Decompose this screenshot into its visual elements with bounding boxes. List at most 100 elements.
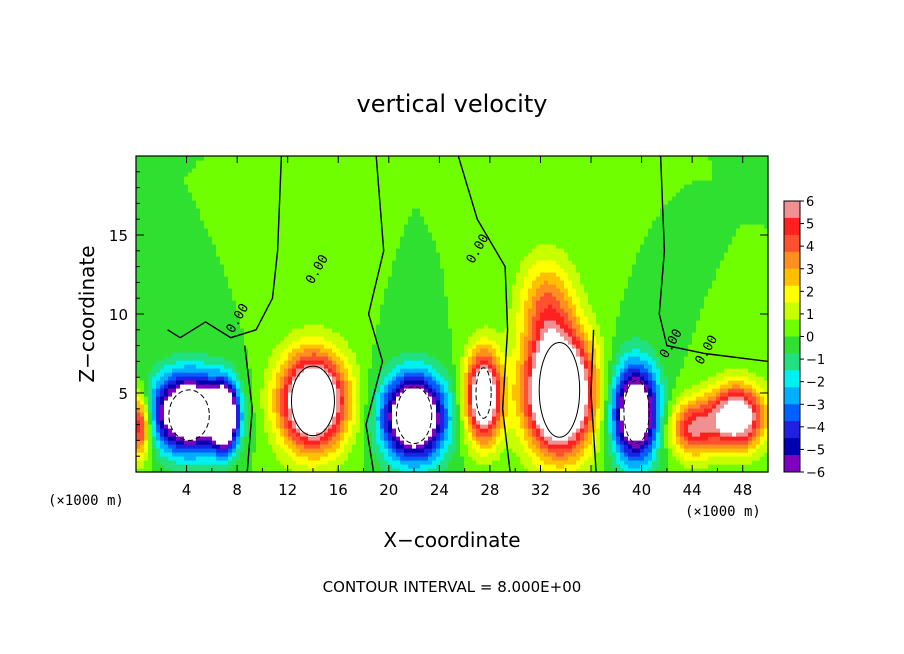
heatmap-cell: [384, 176, 389, 181]
heatmap-cell: [304, 268, 309, 273]
heatmap-cell: [340, 176, 345, 181]
heatmap-cell: [156, 256, 161, 261]
heatmap-cell: [316, 172, 321, 177]
heatmap-cell: [312, 308, 317, 313]
heatmap-cell: [268, 236, 273, 241]
heatmap-cell: [164, 460, 169, 465]
heatmap-cell: [376, 360, 381, 365]
heatmap-cell: [248, 312, 253, 317]
heatmap-cell: [352, 164, 357, 169]
heatmap-cell: [288, 368, 293, 373]
heatmap-cell: [264, 348, 269, 353]
heatmap-cell: [152, 420, 157, 425]
heatmap-cell: [384, 216, 389, 221]
heatmap-cell: [304, 404, 309, 409]
heatmap-cell: [304, 444, 309, 449]
heatmap-cell: [156, 296, 161, 301]
heatmap-cell: [184, 192, 189, 197]
heatmap-cell: [328, 240, 333, 245]
heatmap-cell: [368, 256, 373, 261]
heatmap-cell: [300, 168, 305, 173]
heatmap-cell: [148, 200, 153, 205]
heatmap-cell: [256, 168, 261, 173]
heatmap-cell: [228, 216, 233, 221]
heatmap-cell: [336, 424, 341, 429]
heatmap-cell: [232, 244, 237, 249]
heatmap-cell: [248, 396, 253, 401]
heatmap-cell: [264, 320, 269, 325]
heatmap-cell: [224, 376, 229, 381]
heatmap-cell: [188, 292, 193, 297]
heatmap-cell: [340, 160, 345, 165]
heatmap-cell: [352, 456, 357, 461]
heatmap-cell: [212, 288, 217, 293]
heatmap-cell: [208, 164, 213, 169]
heatmap-cell: [312, 444, 317, 449]
heatmap-cell: [288, 188, 293, 193]
heatmap-cell: [208, 444, 213, 449]
heatmap-cell: [268, 328, 273, 333]
heatmap-cell: [196, 168, 201, 173]
heatmap-cell: [368, 460, 373, 465]
heatmap-cell: [320, 228, 325, 233]
heatmap-cell: [248, 360, 253, 365]
heatmap-cell: [312, 256, 317, 261]
heatmap-cell: [352, 464, 357, 469]
heatmap-cell: [328, 404, 333, 409]
heatmap-cell: [292, 408, 297, 413]
heatmap-cell: [188, 264, 193, 269]
heatmap-cell: [280, 332, 285, 337]
heatmap-cell: [344, 204, 349, 209]
heatmap-cell: [156, 356, 161, 361]
heatmap-cell: [352, 384, 357, 389]
heatmap-cell: [276, 304, 281, 309]
heatmap-cell: [284, 184, 289, 189]
heatmap-cell: [216, 284, 221, 289]
heatmap-cell: [360, 328, 365, 333]
heatmap-cell: [336, 428, 341, 433]
heatmap-cell: [364, 432, 369, 437]
heatmap-cell: [152, 280, 157, 285]
heatmap-cell: [308, 256, 313, 261]
heatmap-cell: [152, 276, 157, 281]
heatmap-cell: [380, 348, 385, 353]
heatmap-cell: [372, 272, 377, 277]
heatmap-cell: [256, 312, 261, 317]
heatmap-cell: [156, 192, 161, 197]
heatmap-cell: [216, 372, 221, 377]
heatmap-cell: [260, 424, 265, 429]
heatmap-cell: [252, 184, 257, 189]
heatmap-cell: [348, 292, 353, 297]
heatmap-cell: [180, 200, 185, 205]
heatmap-cell: [200, 204, 205, 209]
heatmap-cell: [164, 224, 169, 229]
heatmap-cell: [160, 348, 165, 353]
heatmap-cell: [216, 272, 221, 277]
heatmap-cell: [192, 356, 197, 361]
heatmap-cell: [268, 192, 273, 197]
heatmap-cell: [244, 184, 249, 189]
heatmap-cell: [220, 208, 225, 213]
heatmap-cell: [156, 208, 161, 213]
heatmap-cell: [384, 332, 389, 337]
heatmap-cell: [200, 256, 205, 261]
heatmap-cell: [340, 216, 345, 221]
heatmap-cell: [272, 244, 277, 249]
heatmap-cell: [172, 348, 177, 353]
heatmap-cell: [220, 312, 225, 317]
heatmap-cell: [208, 204, 213, 209]
heatmap-cell: [244, 240, 249, 245]
heatmap-cell: [184, 448, 189, 453]
heatmap-cell: [332, 428, 337, 433]
heatmap-cell: [272, 448, 277, 453]
heatmap-cell: [312, 344, 317, 349]
heatmap-cell: [268, 184, 273, 189]
heatmap-cell: [220, 464, 225, 469]
heatmap-cell: [340, 372, 345, 377]
heatmap-cell: [364, 332, 369, 337]
heatmap-cell: [164, 336, 169, 341]
heatmap-cell: [352, 232, 357, 237]
heatmap-cell: [272, 432, 277, 437]
heatmap-cell: [312, 372, 317, 377]
heatmap-cell: [136, 188, 141, 193]
